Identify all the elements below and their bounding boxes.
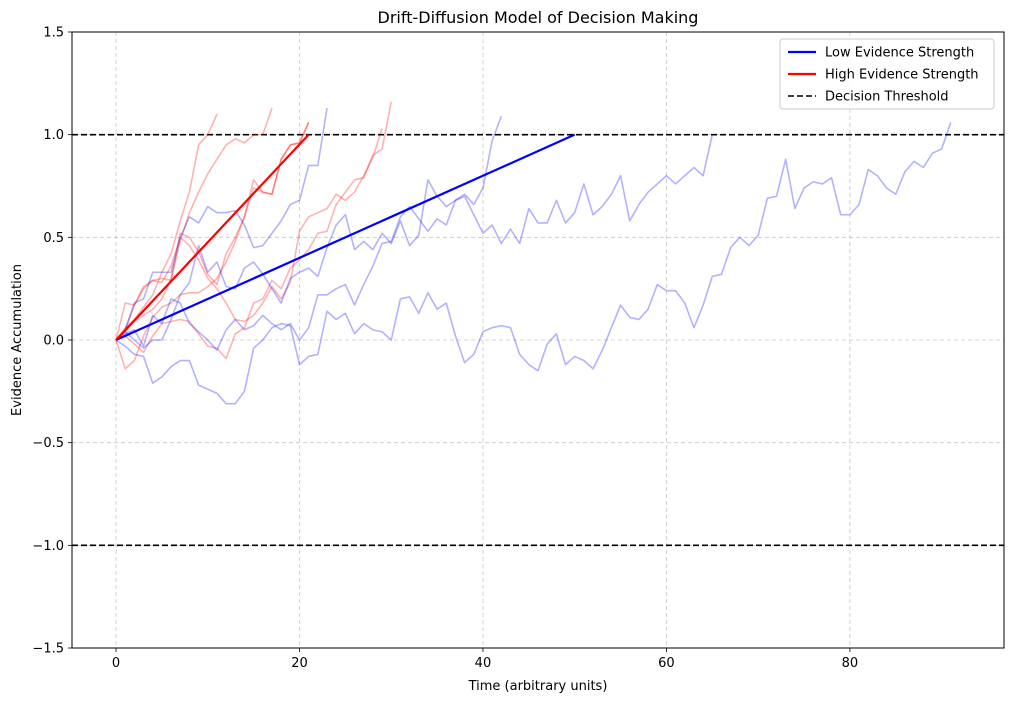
axis-ticks: 0 20 40 60 80 −1.5 −1.0 −0.5 0.0 0.5 1.0 1.5	[32, 26, 858, 672]
legend-label: Decision Threshold	[825, 90, 949, 105]
y-tick-label: −1.0	[32, 539, 64, 554]
legend-box	[779, 38, 995, 110]
x-tick-label: 0	[112, 656, 120, 671]
trial-trace-low	[115, 134, 714, 352]
x-axis-title: Time (arbitrary units)	[468, 679, 608, 694]
trial-trace-high	[115, 128, 383, 341]
trial-trace-high	[115, 107, 273, 341]
trial-trace-high	[115, 122, 310, 341]
mean-line	[115, 133, 576, 342]
chart-title: Drift-Diffusion Model of Decision Making	[378, 8, 699, 27]
y-tick-label: 0.5	[43, 231, 64, 246]
x-tick-label: 80	[842, 656, 859, 671]
x-tick-label: 40	[475, 656, 492, 671]
y-tick-label: 1.0	[43, 128, 64, 143]
trial-trace-low	[115, 107, 328, 341]
mean-line	[115, 133, 310, 341]
y-tick-label: 0.0	[43, 334, 64, 349]
x-tick-label: 20	[291, 656, 308, 671]
y-tick-label: −0.5	[32, 436, 64, 451]
x-tick-label: 60	[658, 656, 675, 671]
trial-trace-high	[115, 101, 393, 360]
decision-thresholds	[72, 133, 1004, 547]
legend-label: High Evidence Strength	[825, 68, 979, 83]
legend-label: Low Evidence Strength	[825, 46, 974, 61]
trial-trace-low	[115, 122, 952, 405]
mean-drift-lines	[115, 133, 576, 342]
y-axis-title: Evidence Accumulation	[10, 264, 25, 416]
legend: Low Evidence Strength High Evidence Stren…	[779, 38, 995, 110]
y-tick-label: −1.5	[32, 642, 64, 657]
y-tick-label: 1.5	[43, 26, 64, 41]
